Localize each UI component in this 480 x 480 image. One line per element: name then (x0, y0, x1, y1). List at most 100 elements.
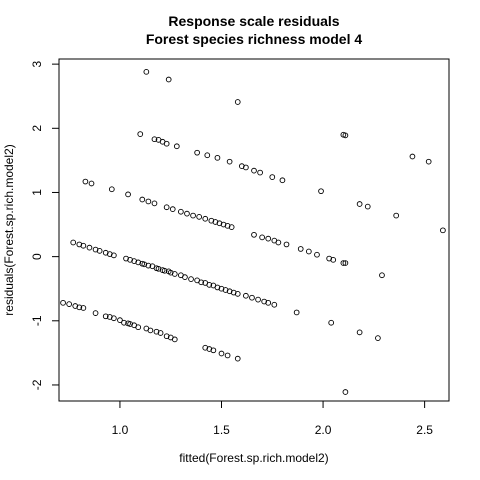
data-point (88, 180, 95, 187)
x-tick-label: 1.5 (213, 423, 230, 437)
data-point (110, 252, 117, 259)
data-point (234, 355, 241, 362)
data-point (151, 136, 158, 143)
data-point (163, 204, 170, 211)
data-point (139, 196, 146, 203)
data-point (271, 301, 278, 308)
data-point (184, 210, 190, 217)
data-point (279, 177, 286, 184)
x-axis-label: fitted(Forest.sp.rich.model2) (179, 451, 328, 465)
data-point (135, 324, 142, 331)
data-point (121, 319, 127, 326)
chart-subtitle: Forest species richness model 4 (146, 31, 363, 47)
data-point (82, 178, 89, 185)
data-point (297, 246, 304, 252)
data-point (157, 330, 164, 336)
data-point (66, 301, 73, 307)
data-point (234, 99, 241, 105)
data-point (265, 299, 272, 306)
data-point (190, 212, 196, 219)
y-axis: -2 -1 0 1 2 3 (30, 60, 59, 390)
data-point (210, 347, 217, 354)
data-point (145, 198, 152, 205)
data-point (257, 169, 263, 176)
chart-title: Response scale residuals (168, 13, 339, 29)
data-point (228, 224, 235, 230)
data-point (145, 262, 152, 269)
data-point (202, 215, 209, 222)
y-tick-label: 3 (30, 60, 44, 67)
data-point (440, 227, 446, 234)
data-point (314, 251, 320, 258)
plot-frame (58, 58, 450, 402)
data-point (173, 143, 180, 150)
data-point (117, 317, 123, 324)
x-axis: 1.0 1.5 2.0 2.5 (112, 401, 433, 437)
data-point (259, 234, 265, 241)
x-tick-label: 1.0 (112, 423, 129, 437)
data-point (269, 174, 276, 180)
data-point (364, 203, 371, 210)
data-point (218, 350, 225, 357)
data-point (171, 336, 178, 343)
data-point (171, 271, 178, 277)
data-point (255, 296, 261, 303)
data-point (204, 152, 211, 159)
data-point (283, 241, 290, 248)
data-point (96, 248, 103, 254)
data-point (243, 292, 249, 299)
data-point (108, 186, 115, 193)
data-point (196, 213, 203, 220)
data-point (92, 310, 99, 316)
data-point (251, 167, 257, 174)
data-point (318, 188, 324, 195)
data-point (330, 256, 337, 263)
data-point (214, 154, 221, 161)
y-tick-label: 0 (30, 253, 44, 260)
data-point (375, 335, 381, 341)
data-point (234, 290, 241, 297)
data-point (76, 304, 83, 311)
data-points (60, 68, 446, 395)
data-point (224, 352, 231, 359)
data-point (275, 239, 282, 246)
data-point (226, 158, 233, 165)
y-tick-label: 1 (30, 189, 44, 196)
data-point (342, 260, 349, 266)
y-tick-label: -1 (30, 315, 44, 326)
data-point (206, 282, 213, 288)
data-point (165, 76, 172, 83)
x-tick-label: 2.5 (416, 423, 433, 437)
data-point (110, 315, 117, 322)
data-point (143, 68, 150, 75)
data-point (265, 235, 272, 242)
data-point (409, 153, 416, 160)
data-point (340, 260, 347, 266)
y-axis-label: residuals(Forest.sp.rich.model2) (2, 144, 16, 315)
data-point (169, 206, 176, 212)
data-point (342, 389, 349, 395)
data-point (137, 131, 144, 137)
data-point (393, 212, 400, 219)
data-point (243, 164, 249, 171)
data-point (163, 140, 170, 147)
data-point (293, 309, 300, 316)
data-point (188, 276, 194, 282)
data-point (342, 132, 349, 139)
data-point (251, 231, 257, 238)
data-point (194, 149, 200, 156)
data-point (102, 313, 109, 320)
data-point (198, 279, 205, 286)
y-tick-label: 2 (30, 125, 44, 132)
data-point (178, 208, 184, 215)
data-point (305, 248, 312, 255)
data-point (80, 305, 87, 311)
data-point (147, 327, 154, 334)
data-point (60, 299, 66, 306)
data-point (328, 319, 335, 326)
data-point (356, 329, 363, 336)
data-point (125, 191, 131, 198)
data-point (80, 242, 87, 249)
